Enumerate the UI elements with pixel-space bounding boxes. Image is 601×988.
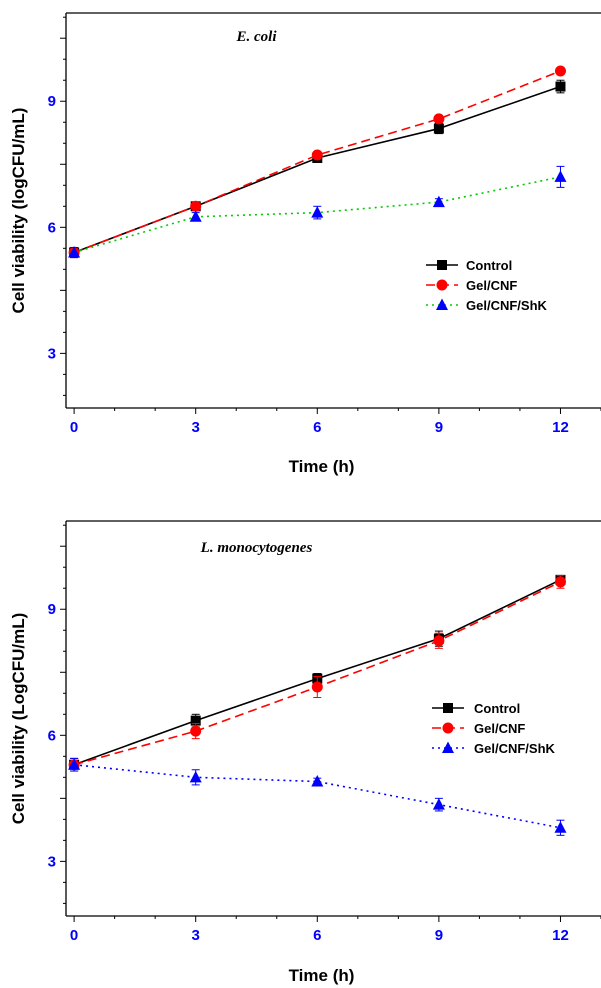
x-tick-label: 12 [552,927,569,944]
legend-marker [437,260,447,270]
x-tick-label: 12 [552,419,569,436]
data-point [555,576,566,587]
x-tick-label: 6 [313,419,321,436]
legend-label: Gel/CNF/ShK [474,741,556,756]
data-point [555,65,566,76]
chart-title: E. coli [235,29,277,45]
legend-marker [437,280,448,291]
x-tick-label: 0 [70,419,78,436]
legend-label: Control [466,258,512,273]
data-point [311,775,323,787]
y-tick-label: 6 [48,219,56,236]
x-tick-label: 0 [70,927,78,944]
series-line-gel-cnf-shk [74,765,560,828]
series-line-control [74,87,560,253]
data-point [312,150,323,161]
data-point [190,201,201,212]
data-point [433,798,445,810]
legend-marker [436,299,448,311]
y-axis-title: Cell viability (logCFU/mL) [9,108,28,314]
x-axis-title: Time (h) [289,966,355,985]
data-point [433,196,445,208]
y-tick-label: 9 [48,601,56,618]
data-point [190,771,202,783]
legend-label: Gel/CNF [466,278,517,293]
y-axis-title: Cell viability (LogCFU/mL) [9,613,28,825]
data-point [190,210,202,222]
chart-title: L. monocytogenes [200,540,313,556]
y-tick-label: 3 [48,853,56,870]
data-point [555,82,565,92]
x-tick-label: 9 [435,927,443,944]
x-tick-label: 3 [192,419,200,436]
legend-marker [443,723,454,734]
chart-2: 3 6 9 0 3 6 9 12 Time (h) Cell viability (LogCFU/… [9,521,601,985]
x-tick-label: 3 [192,927,200,944]
y-tick-label: 3 [48,345,56,362]
data-point [433,635,444,646]
y-tick-label: 9 [48,93,56,110]
x-tick-label: 9 [435,419,443,436]
series-line-control [74,580,560,765]
chart-1: 3 6 9 0 3 6 9 12 Time (h) Cell viability (logCFU/… [9,13,601,476]
x-axis-title: Time (h) [289,457,355,476]
y-tick-label: 6 [48,727,56,744]
data-point [312,681,323,692]
x-tick-label: 6 [313,927,321,944]
legend-marker [443,703,453,713]
data-point [190,726,201,737]
legend-label: Gel/CNF [474,721,525,736]
legend-label: Control [474,701,520,716]
data-point [433,113,444,124]
data-point [554,170,566,182]
legend-label: Gel/CNF/ShK [466,298,548,313]
legend-marker [442,742,454,754]
data-point [434,124,444,134]
